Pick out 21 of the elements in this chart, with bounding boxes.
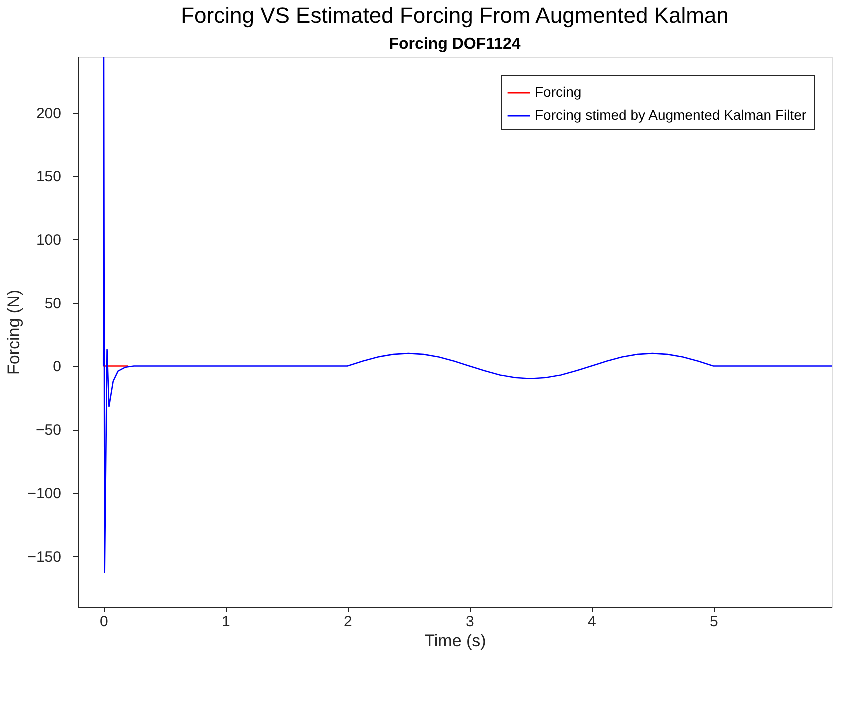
x-tick-label: 5 [710,614,718,630]
x-axis-title: Time (s) [424,632,486,650]
line-series [102,57,832,574]
x-tick-label: 3 [466,614,474,630]
chart-subtitle: Forcing DOF1124 [389,36,521,53]
y-tick-label: 150 [36,168,62,186]
y-tick-label: −50 [36,422,62,440]
x-tick-label: 4 [588,614,596,630]
x-tick-label: 1 [222,614,230,630]
chart-title: Forcing VS Estimated Forcing From Augmented Kalman [181,3,729,28]
y-axis-title: Forcing (N) [4,290,24,376]
legend-label: Forcing stimed by Augmented Kalman Filter [535,107,807,123]
y-tick-label: −150 [28,548,62,566]
x-tick-label: 2 [344,614,352,630]
y-tick-label: 0 [53,358,62,376]
y-tick-label: −100 [28,485,62,502]
legend-label: Forcing [535,84,582,100]
x-tick-label: 0 [100,614,108,630]
y-tick-label: 200 [36,105,62,122]
y-tick-label: 100 [36,232,62,249]
y-tick-label: 50 [44,295,62,312]
